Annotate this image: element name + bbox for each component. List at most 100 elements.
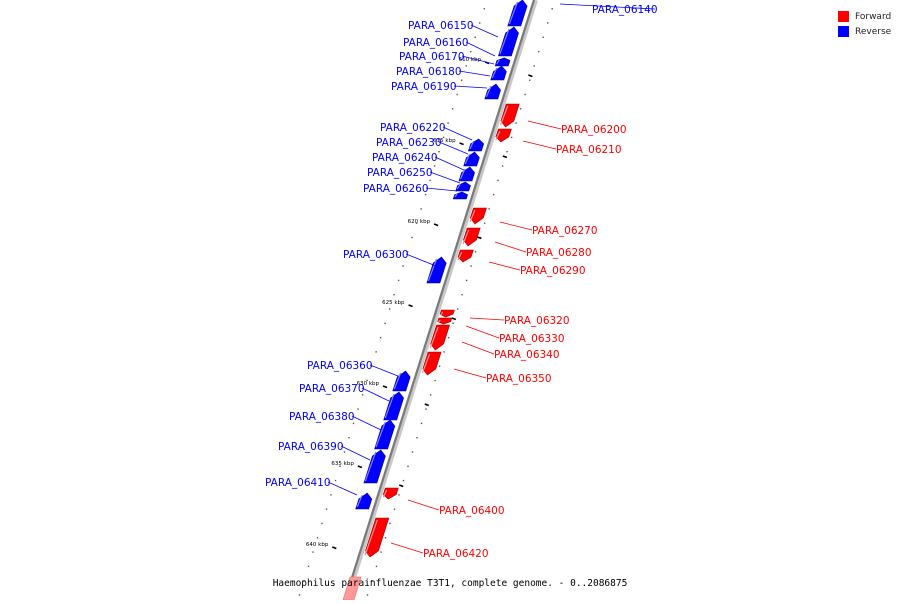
guide-dot bbox=[470, 50, 472, 53]
gene-connector bbox=[469, 317, 505, 321]
guide-dot bbox=[547, 22, 549, 24]
guide-dot bbox=[334, 479, 337, 482]
scale-tick bbox=[459, 142, 464, 146]
gene-arrow-para_06180 bbox=[490, 65, 507, 81]
gene-label-para_06290: PARA_06290 bbox=[520, 265, 586, 277]
guide-dot bbox=[542, 36, 544, 38]
gene-highlight bbox=[440, 311, 444, 316]
guide-dot bbox=[451, 108, 454, 110]
minor-tick bbox=[451, 317, 457, 321]
guide-dot bbox=[434, 379, 436, 382]
scale-tick bbox=[332, 546, 337, 550]
guide-dot bbox=[470, 265, 472, 267]
gene-arrow-para_06170 bbox=[494, 57, 511, 67]
minor-tick bbox=[502, 155, 508, 159]
guide-dot bbox=[465, 65, 467, 67]
gene-label-para_06170: PARA_06170 bbox=[399, 51, 465, 63]
guide-dot bbox=[348, 437, 350, 439]
gene-connector bbox=[407, 499, 440, 511]
genome-axis-shadow bbox=[344, 0, 538, 601]
minor-tick bbox=[477, 236, 482, 240]
forward-swatch bbox=[838, 11, 849, 22]
gene-highlight bbox=[485, 85, 492, 98]
gene-label-para_06340: PARA_06340 bbox=[494, 349, 560, 361]
guide-dot bbox=[456, 308, 459, 310]
gene-label-para_06230: PARA_06230 bbox=[376, 137, 442, 149]
gene-highlight bbox=[364, 451, 377, 482]
scale-label: 635 kbp bbox=[331, 461, 354, 467]
guide-dot bbox=[384, 537, 387, 539]
gene-highlight bbox=[499, 28, 510, 55]
gene-label-para_06280: PARA_06280 bbox=[526, 247, 592, 259]
guide-dot bbox=[325, 508, 328, 510]
gene-highlight bbox=[499, 105, 509, 126]
guide-dot bbox=[456, 93, 458, 96]
guide-dot bbox=[551, 8, 553, 10]
gene-connector bbox=[559, 3, 656, 10]
guide-dot bbox=[429, 179, 431, 181]
scale-label: 625 kbp bbox=[382, 300, 405, 306]
gene-label-para_06420: PARA_06420 bbox=[423, 548, 489, 560]
guide-dot bbox=[361, 394, 364, 396]
legend-item-reverse: Reverse bbox=[838, 24, 891, 39]
gene-arrow-para_06250 bbox=[455, 181, 471, 192]
gene-highlight bbox=[429, 326, 439, 349]
gene-connector bbox=[494, 241, 527, 253]
gene-arrow-para_06150 bbox=[497, 26, 519, 57]
gene-connector bbox=[522, 140, 557, 150]
gene-highlight bbox=[459, 168, 466, 180]
guide-dot bbox=[438, 365, 441, 367]
gene-arrow-para_06220 bbox=[467, 138, 485, 152]
guide-dot bbox=[379, 336, 382, 339]
guide-dot bbox=[452, 322, 454, 324]
gene-label-para_06370: PARA_06370 bbox=[299, 383, 365, 395]
gene-arrow-para_06360 bbox=[392, 370, 411, 392]
gene-highlight bbox=[393, 372, 402, 390]
guide-dot bbox=[443, 351, 445, 353]
gene-highlight bbox=[464, 153, 471, 165]
gene-label-para_06320: PARA_06320 bbox=[504, 315, 570, 327]
guide-dot bbox=[389, 522, 391, 525]
scale-label: 615 kbp bbox=[433, 138, 456, 144]
guide-dot bbox=[438, 151, 440, 153]
gene-connector bbox=[465, 325, 500, 339]
gene-arrow-para_06190 bbox=[484, 83, 501, 100]
gene-highlight bbox=[421, 353, 431, 374]
guide-dot bbox=[461, 294, 463, 296]
guide-dot bbox=[402, 265, 404, 267]
guide-dot bbox=[416, 437, 418, 439]
guide-dot bbox=[533, 65, 535, 67]
gene-connector bbox=[527, 120, 562, 130]
guide-dot bbox=[366, 379, 368, 382]
gene-label-para_06350: PARA_06350 bbox=[486, 373, 552, 385]
guide-dot bbox=[519, 108, 522, 110]
scale-label: 620 kbp bbox=[408, 219, 431, 225]
guide-dot bbox=[442, 136, 445, 139]
gene-highlight bbox=[427, 258, 438, 282]
gene-highlight bbox=[469, 140, 475, 150]
gene-highlight bbox=[454, 193, 458, 198]
guide-dot bbox=[420, 208, 422, 210]
minor-tick bbox=[528, 74, 533, 78]
minor-tick bbox=[424, 403, 430, 407]
guide-dot bbox=[524, 93, 526, 96]
gene-label-para_06200: PARA_06200 bbox=[561, 124, 627, 136]
guide-dot bbox=[371, 580, 373, 582]
gene-label-para_06300: PARA_06300 bbox=[343, 249, 409, 261]
guide-dot bbox=[330, 494, 332, 496]
guide-dot bbox=[407, 465, 409, 467]
strand-legend: Forward Reverse bbox=[838, 9, 891, 39]
gene-connector bbox=[442, 126, 473, 141]
genome-axis bbox=[343, 0, 536, 601]
gene-highlight bbox=[375, 421, 386, 448]
gene-arrow-para_06240 bbox=[458, 166, 475, 182]
guide-dot bbox=[357, 408, 359, 410]
guide-dot bbox=[307, 565, 310, 568]
guide-dot bbox=[298, 594, 301, 596]
gene-highlight bbox=[495, 130, 501, 141]
gene-arrow-para_06380 bbox=[374, 419, 396, 450]
gene-highlight bbox=[457, 251, 463, 261]
gene-arrow-para_06370 bbox=[383, 391, 404, 421]
